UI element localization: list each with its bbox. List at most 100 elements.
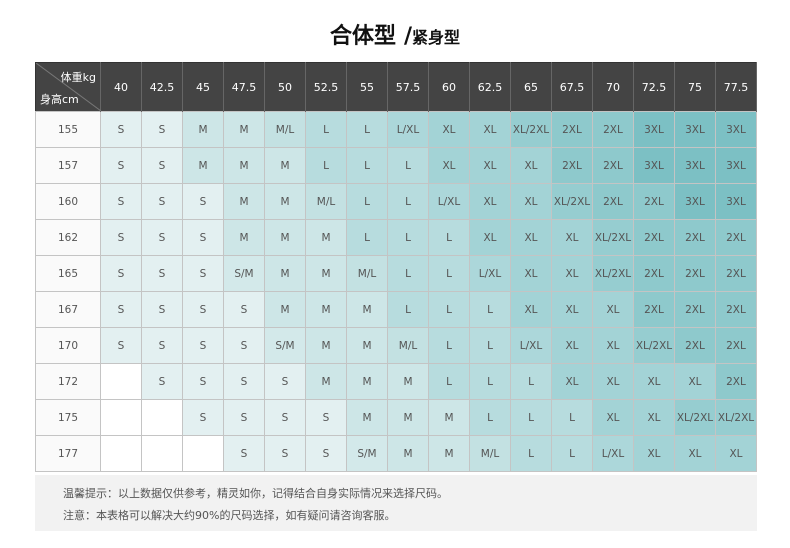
size-cell: L bbox=[346, 183, 388, 220]
note-attention: 注意：本表格可以解决大约90%的尺码选择，如有疑问请咨询客服。 bbox=[63, 509, 396, 522]
height-label: 身高cm bbox=[40, 93, 79, 106]
size-cell: S bbox=[182, 183, 224, 220]
height-cell: 162 bbox=[35, 219, 101, 256]
size-cell: 2XL bbox=[715, 219, 757, 256]
size-cell: L bbox=[346, 147, 388, 184]
size-cell: L bbox=[428, 255, 470, 292]
size-cell: S bbox=[141, 327, 183, 364]
size-cell: M bbox=[346, 327, 388, 364]
size-cell: XL/2XL bbox=[592, 219, 634, 256]
size-cell: L bbox=[387, 219, 429, 256]
size-cell: S bbox=[264, 363, 306, 400]
size-cell: S bbox=[100, 219, 142, 256]
size-cell: S bbox=[141, 147, 183, 184]
size-cell: L bbox=[551, 435, 593, 472]
size-cell: XL bbox=[551, 291, 593, 328]
size-cell: XL bbox=[592, 327, 634, 364]
height-cell: 157 bbox=[35, 147, 101, 184]
size-cell: S bbox=[305, 399, 347, 436]
size-cell: L bbox=[387, 291, 429, 328]
size-cell: 3XL bbox=[715, 147, 757, 184]
size-cell: L bbox=[346, 219, 388, 256]
size-cell: 2XL bbox=[592, 111, 634, 148]
size-cell: M bbox=[387, 363, 429, 400]
size-cell: S bbox=[182, 291, 224, 328]
chart-title: 合体型 /紧身型 bbox=[0, 18, 790, 50]
size-cell: L/XL bbox=[510, 327, 552, 364]
size-cell: XL bbox=[592, 363, 634, 400]
size-cell: M/L bbox=[469, 435, 511, 472]
size-cell: 2XL bbox=[715, 363, 757, 400]
size-cell: M bbox=[428, 399, 470, 436]
size-cell: XL bbox=[428, 147, 470, 184]
height-cell: 160 bbox=[35, 183, 101, 220]
size-cell: L/XL bbox=[592, 435, 634, 472]
size-cell: 2XL bbox=[633, 183, 675, 220]
size-cell: L bbox=[387, 255, 429, 292]
size-cell: L bbox=[305, 111, 347, 148]
size-cell: 2XL bbox=[592, 183, 634, 220]
weight-header: 52.5 bbox=[305, 62, 347, 112]
weight-header: 60 bbox=[428, 62, 470, 112]
size-cell: 2XL bbox=[551, 147, 593, 184]
size-cell: L bbox=[510, 435, 552, 472]
size-cell bbox=[141, 399, 183, 436]
size-cell: M bbox=[428, 435, 470, 472]
size-cell: L/XL bbox=[387, 111, 429, 148]
table-row: 170 S S S S S/M M M M/L L L L/XL XL XL XL/2XL 2XL 2XL bbox=[35, 327, 757, 364]
size-cell: S bbox=[100, 291, 142, 328]
size-cell: 2XL bbox=[715, 255, 757, 292]
size-cell: XL/2XL bbox=[715, 399, 757, 436]
size-cell: 2XL bbox=[674, 327, 716, 364]
size-cell: M bbox=[387, 399, 429, 436]
size-cell: L bbox=[469, 399, 511, 436]
size-cell: 2XL bbox=[592, 147, 634, 184]
size-cell: M bbox=[305, 291, 347, 328]
size-cell: S bbox=[141, 291, 183, 328]
size-cell: L bbox=[551, 399, 593, 436]
table-row: 155 S S M M M/L L L L/XL XL XL XL/2XL 2XL 2XL 3XL 3XL 3X… bbox=[35, 111, 757, 148]
table-row: 162 S S S M M M L L L XL XL XL XL/2XL 2XL 2XL 2XL bbox=[35, 219, 757, 256]
size-cell: S bbox=[182, 327, 224, 364]
size-cell: 3XL bbox=[674, 111, 716, 148]
weight-header: 70 bbox=[592, 62, 634, 112]
size-cell: L bbox=[387, 183, 429, 220]
size-table: 体重kg 身高cm 40 42.5 45 47.5 50 52.5 55 57.5 60 62.5… bbox=[35, 62, 757, 472]
size-cell: 3XL bbox=[715, 111, 757, 148]
table-row: 175 S S S S M M M L L L XL XL XL/2XL XL/2XL bbox=[35, 399, 757, 436]
size-cell: M bbox=[387, 435, 429, 472]
weight-header: 47.5 bbox=[223, 62, 265, 112]
size-cell: XL bbox=[551, 363, 593, 400]
size-cell: M bbox=[305, 255, 347, 292]
size-cell: S bbox=[141, 219, 183, 256]
weight-header: 67.5 bbox=[551, 62, 593, 112]
size-cell: M bbox=[264, 183, 306, 220]
table-row: 167 S S S S M M M L L L XL XL XL 2XL 2XL 2XL bbox=[35, 291, 757, 328]
size-cell: S/M bbox=[264, 327, 306, 364]
size-cell: S bbox=[223, 435, 265, 472]
size-cell: 2XL bbox=[715, 291, 757, 328]
size-cell: M bbox=[346, 399, 388, 436]
size-cell: S bbox=[182, 399, 224, 436]
size-cell: L bbox=[428, 327, 470, 364]
size-cell: XL/2XL bbox=[551, 183, 593, 220]
size-cell: M bbox=[182, 111, 224, 148]
size-cell: 2XL bbox=[633, 255, 675, 292]
size-cell: L bbox=[469, 363, 511, 400]
size-cell: S bbox=[305, 435, 347, 472]
size-cell: 2XL bbox=[551, 111, 593, 148]
size-cell: S/M bbox=[223, 255, 265, 292]
size-cell: S bbox=[100, 111, 142, 148]
size-cell: M bbox=[223, 219, 265, 256]
size-cell bbox=[182, 435, 224, 472]
size-cell: L/XL bbox=[469, 255, 511, 292]
size-cell: 3XL bbox=[715, 183, 757, 220]
size-cell bbox=[100, 363, 142, 400]
weight-header: 77.5 bbox=[715, 62, 757, 112]
size-cell: M bbox=[305, 219, 347, 256]
size-cell: S bbox=[141, 255, 183, 292]
size-cell: L/XL bbox=[428, 183, 470, 220]
size-cell: M/L bbox=[264, 111, 306, 148]
size-cell: L bbox=[428, 363, 470, 400]
table-row: 177 S S S S/M M M M/L L L L/XL XL XL XL bbox=[35, 435, 757, 472]
